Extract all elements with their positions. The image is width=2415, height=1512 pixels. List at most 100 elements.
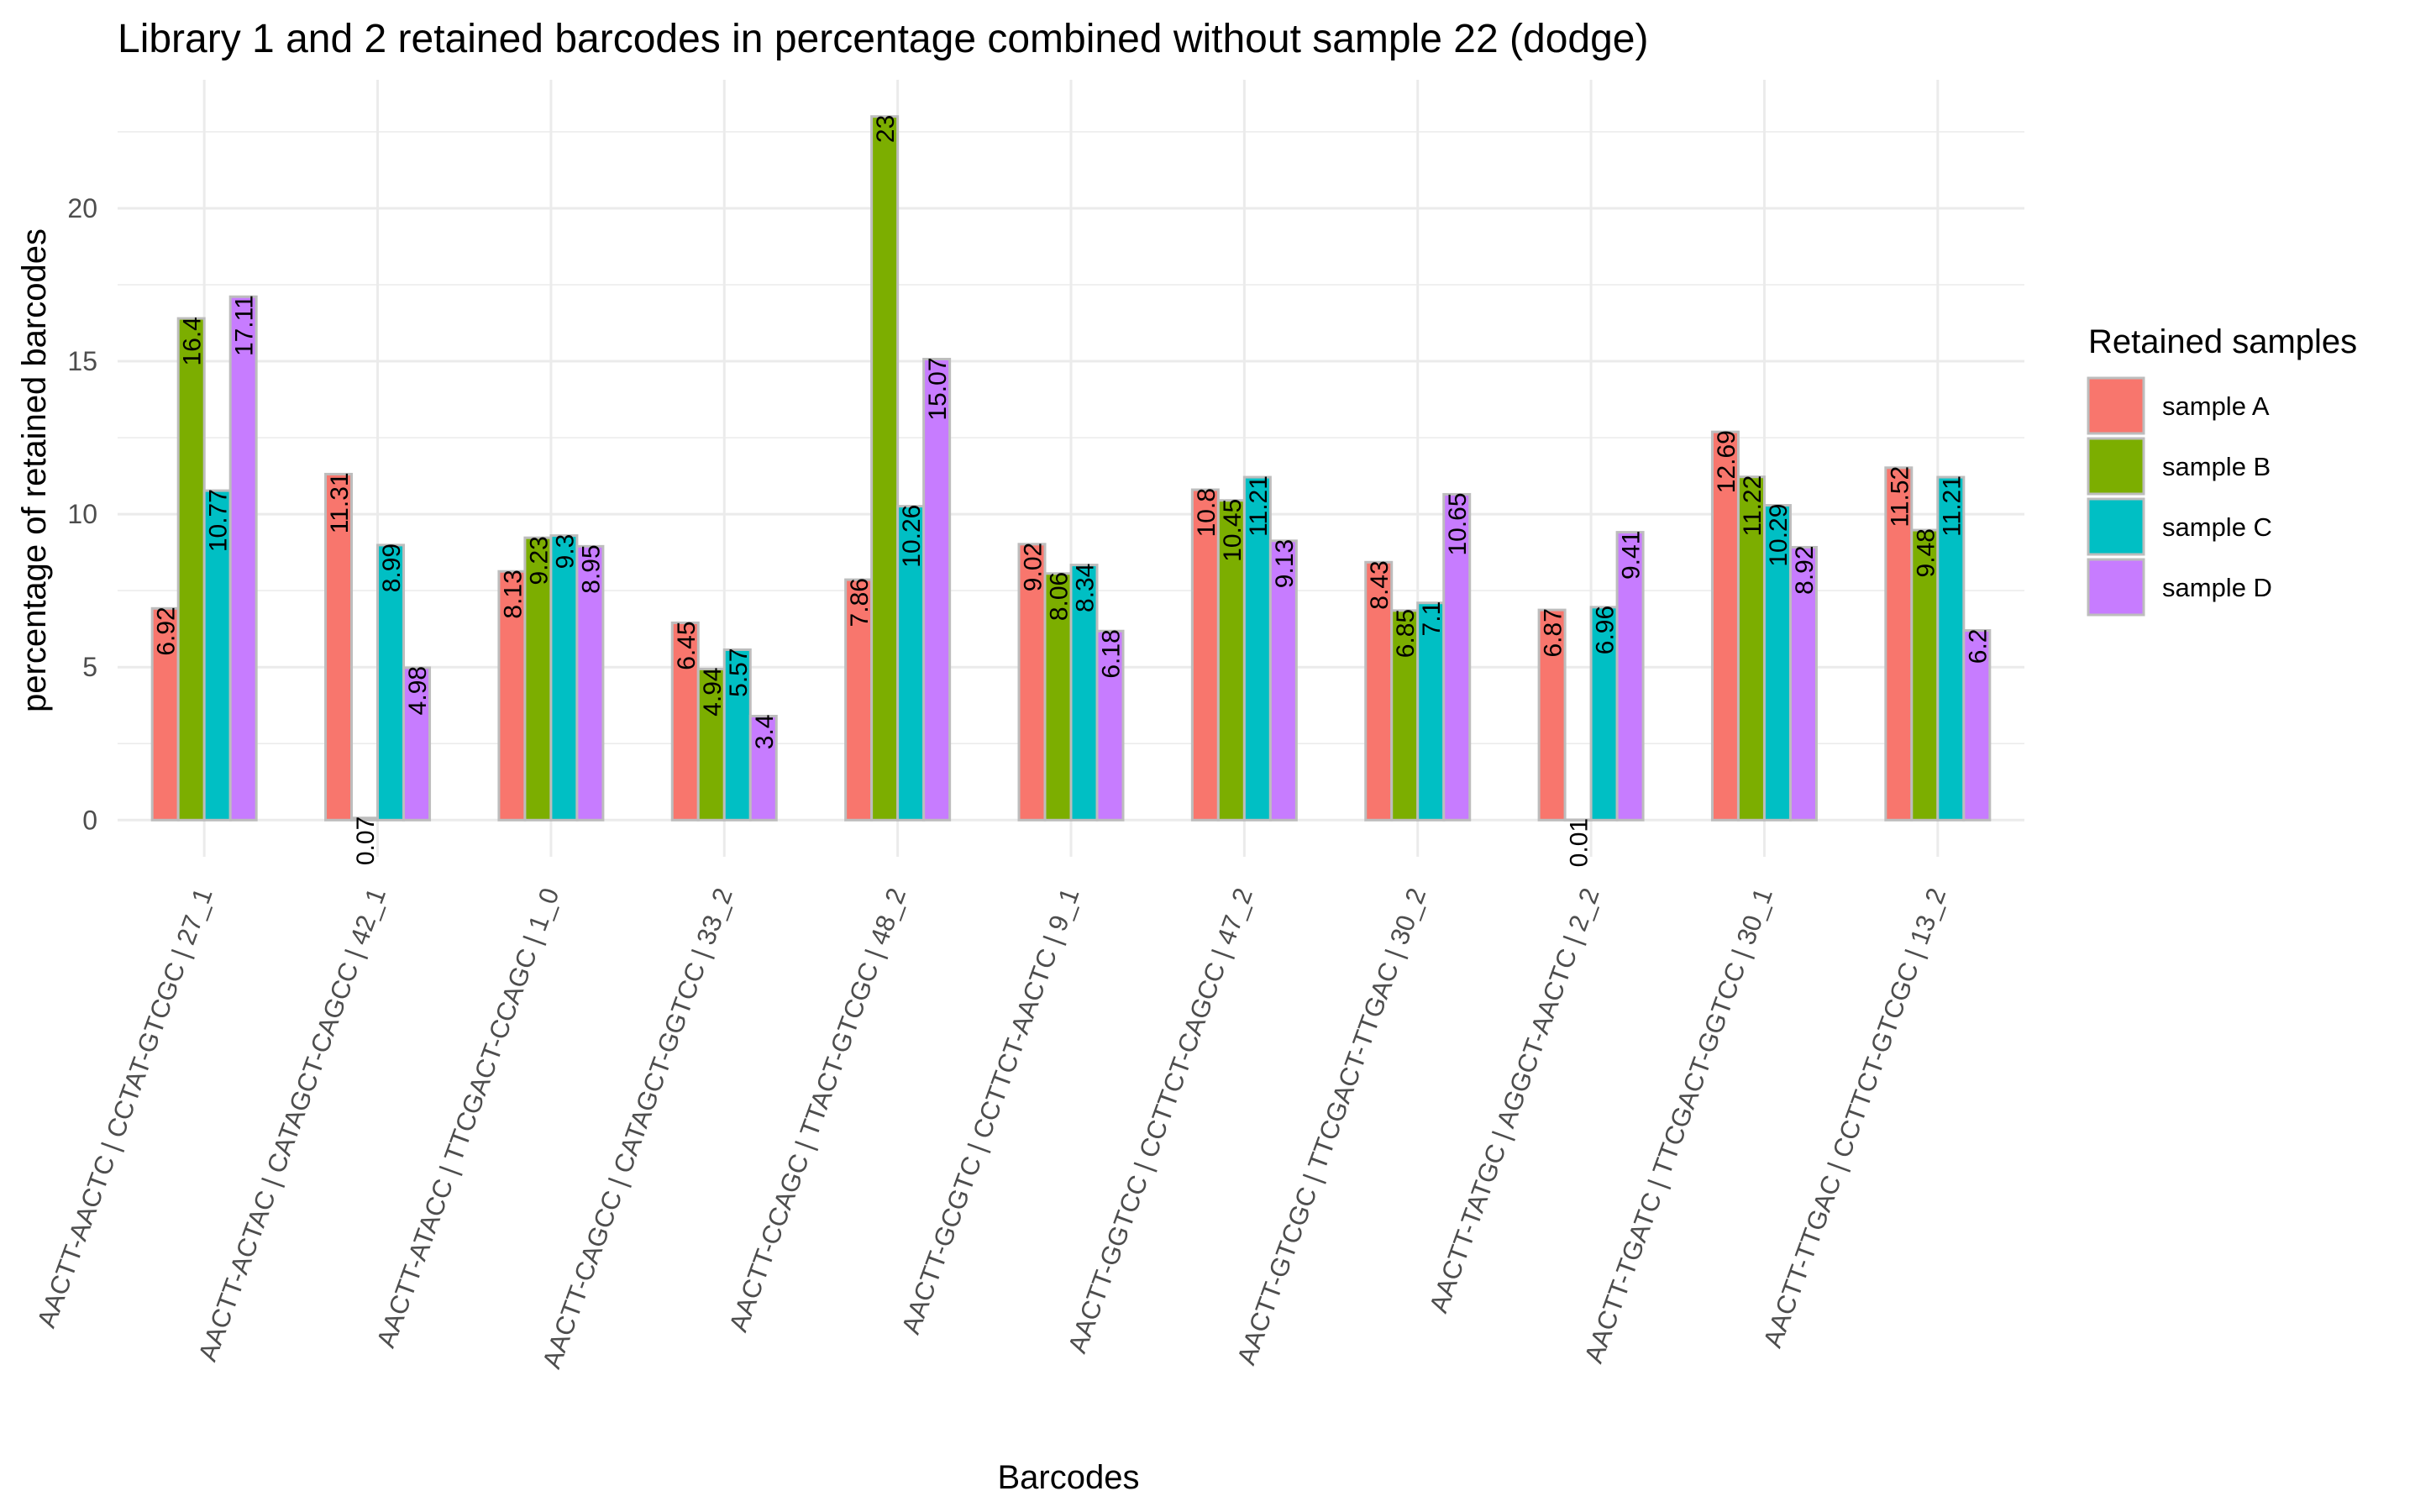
bar-value-label: 11.22 [1739,475,1767,537]
bar [1936,475,1966,822]
bar [670,621,700,822]
bar-value-label: 8.34 [1072,564,1100,612]
bar-value-label: 6.45 [673,621,701,669]
x-tick-label: AACTT-TTGAC | CCTTCT-GTCGC | 13_2 [1757,884,1951,1351]
bar [324,472,354,822]
y-tick-label: 20 [67,193,97,223]
bar-value-label: 11.21 [1938,475,1966,537]
bar [376,543,406,822]
bar-value-label: 7.86 [846,578,874,627]
x-axis: AACTT-AACTC | CCTAT-GTCGC | 27_1AACTT-AC… [31,884,1951,1372]
x-tick-label: AACTT-AACTC | CCTAT-GTCGC | 27_1 [31,884,218,1331]
bar-value-label: 3.4 [751,714,779,749]
y-tick-label: 5 [82,652,97,682]
bar [549,534,579,822]
bar-value-label: 10.45 [1219,499,1247,562]
bar [722,648,752,822]
bar-value-labels: 6.9216.410.7717.1111.310.078.994.988.139… [153,115,1992,868]
bar-value-label: 9.3 [551,534,579,570]
bar [1442,492,1472,822]
bar-value-label: 8.99 [378,543,406,592]
bar [870,115,900,822]
bar-value-label: 4.98 [404,666,432,715]
legend-title: Retained samples [2088,323,2357,360]
bar-value-label: 5.57 [725,648,753,696]
bar-value-label: 17.11 [231,295,259,356]
bar [1537,608,1567,822]
bar-value-label: 0.01 [1566,818,1593,867]
legend-key [2087,376,2145,435]
legend-label: sample C [2162,512,2272,542]
bar [1216,499,1246,822]
bar-value-label: 11.21 [1245,475,1273,537]
bar-value-label: 0.07 [352,816,380,865]
legend-label: sample D [2162,573,2272,602]
bar-value-label: 8.43 [1366,560,1394,609]
bar [402,666,432,822]
legend-key [2087,437,2145,496]
bar-value-label: 9.13 [1271,539,1299,588]
x-tick-label: AACTT-GGTCC | CCTTCT-CAGCC | 47_2 [1063,884,1258,1357]
bar [1043,572,1073,822]
bar [748,714,778,822]
bar [228,295,258,822]
x-tick-label: AACTT-ATACC | TTCGACT-CCAGC | 1_0 [370,884,564,1351]
bar-value-label: 23 [872,115,900,143]
bar-value-label: 8.13 [499,570,527,618]
bar-value-label: 10.77 [205,489,233,552]
bar-value-label: 9.23 [525,536,553,585]
bar-value-label: 7.1 [1418,601,1446,637]
bar-value-label: 10.65 [1444,492,1472,555]
bar [176,317,206,822]
bar-value-label: 10.8 [1193,488,1221,537]
legend-key [2087,497,2145,556]
bar-value-label: 8.95 [577,544,605,593]
bar-value-label: 10.26 [898,505,926,568]
bar [523,536,553,822]
bar [1615,531,1645,822]
y-axis-title: percentage of retained barcodes [16,228,53,712]
y-tick-label: 10 [67,499,97,529]
bar-value-label: 8.06 [1046,572,1074,621]
bar-value-label: 16.4 [179,317,207,365]
x-tick-label: AACTT-TATGC | AGGCT-AACTC | 2_2 [1424,884,1605,1316]
bar [844,578,874,822]
bar [1416,601,1446,822]
bar-value-label: 4.94 [699,667,727,716]
bar [1736,475,1766,822]
bar-value-label: 15.07 [924,357,952,420]
bar-value-label: 12.69 [1713,430,1740,493]
x-tick-label: AACTT-ACTAC | CATAGCT-CAGCC | 42_1 [192,884,391,1365]
x-axis-title: Barcodes [998,1459,1140,1496]
bars [150,115,1992,822]
y-tick-label: 0 [82,805,97,835]
x-tick-label: AACTT-CAGCC | CATAGCT-GGTCC | 33_2 [537,884,738,1372]
bar-value-label: 6.2 [1964,629,1992,664]
bar [202,489,232,822]
bar-value-label: 6.96 [1592,606,1620,654]
x-tick-label: AACTT-GTCGC | TTCGACT-TTGAC | 30_2 [1231,884,1431,1368]
bar [1589,606,1619,822]
bar [896,505,926,822]
x-tick-label: AACTT-TGATC | TTCGACT-GGTCC | 30_1 [1578,884,1778,1367]
bar-value-label: 6.85 [1392,609,1420,658]
bar [922,357,952,822]
bar [1095,629,1125,822]
bar-value-label: 9.48 [1912,528,1940,577]
bar [1390,609,1420,822]
bar [1962,629,1992,822]
bar [1190,488,1220,822]
legend-key [2087,558,2145,617]
y-tick-label: 15 [67,346,97,376]
bar-value-label: 11.52 [1886,466,1914,528]
bar-value-label: 6.87 [1540,608,1567,657]
chart-title: Library 1 and 2 retained barcodes in per… [118,17,1648,61]
plot-panel: 6.9216.410.7717.1111.310.078.994.988.139… [118,80,2024,867]
bar [1710,430,1740,822]
legend-label: sample A [2162,391,2270,421]
bar [575,544,605,822]
bar-value-label: 9.41 [1618,531,1646,580]
legend: Retained samples sample A sample B sample … [2087,323,2357,617]
bar [1788,545,1818,822]
